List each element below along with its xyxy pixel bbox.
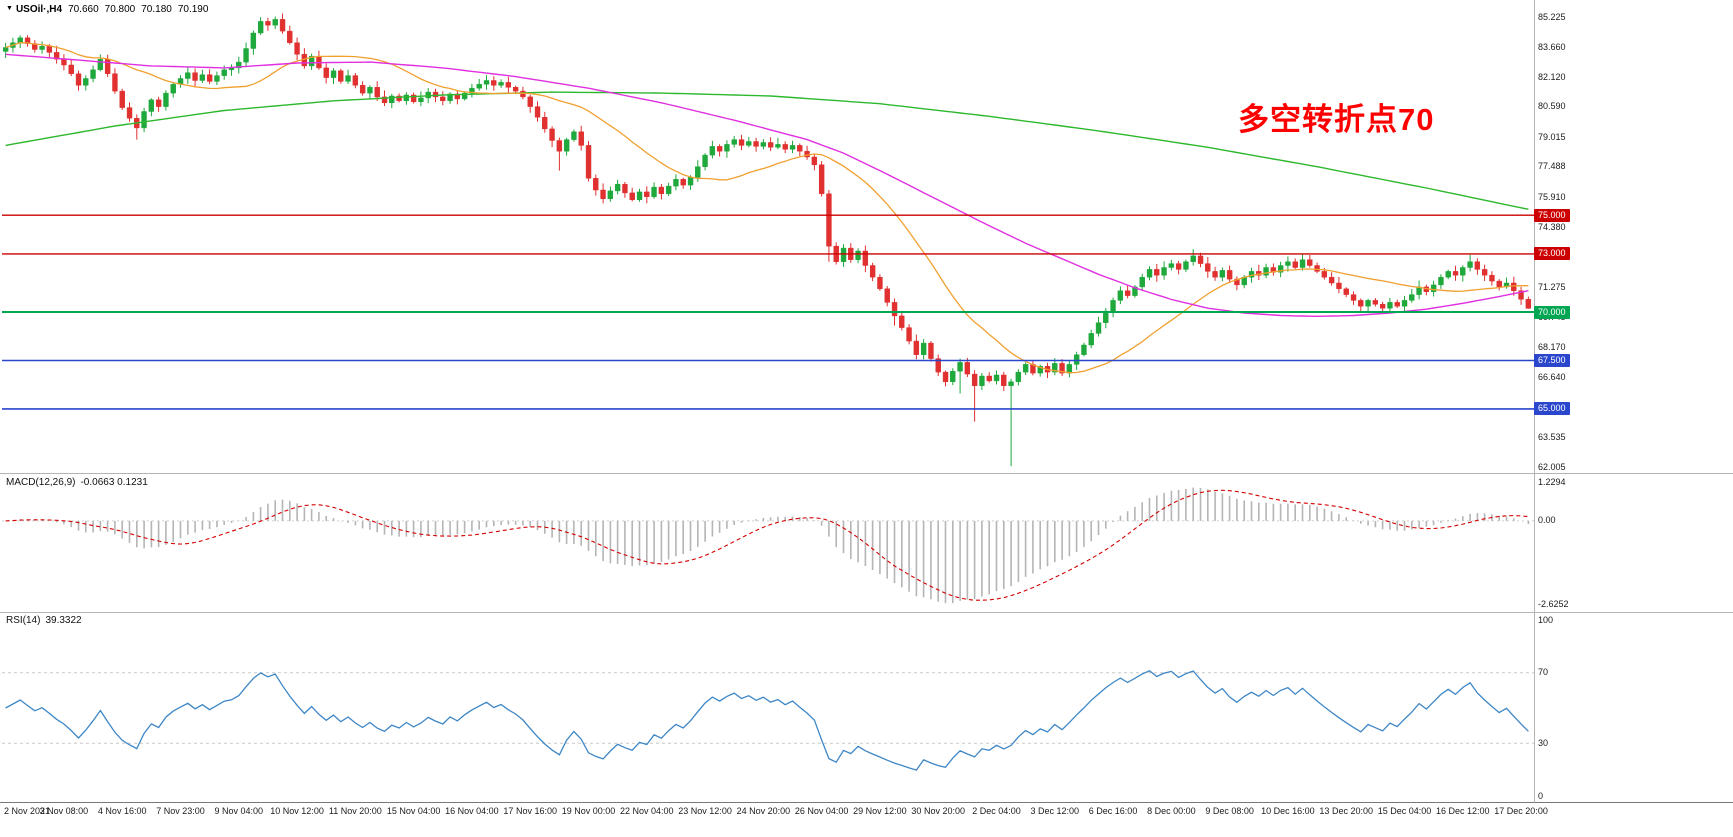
price-close: 70.190 (177, 4, 209, 15)
price-tick-label: 63.535 (1538, 431, 1566, 442)
price-tick-label: 77.488 (1538, 161, 1566, 172)
time-label: 16 Nov 04:00 (445, 806, 499, 816)
macd-label: MACD(12,26,9) -0.0663 0.1231 (6, 477, 148, 488)
price-tick-label: 71.275 (1538, 281, 1566, 292)
price-tick-label: 66.640 (1538, 371, 1566, 382)
time-label: 13 Dec 20:00 (1319, 806, 1373, 816)
time-label: 2 Dec 04:00 (972, 806, 1021, 816)
rsi-tick-label: 70 (1538, 667, 1549, 678)
macd-name: MACD(12,26,9) (6, 477, 76, 488)
rsi-label: RSI(14) 39.3322 (6, 615, 82, 626)
time-label: 4 Nov 16:00 (97, 806, 147, 816)
price-line-badge: 73.000 (1534, 247, 1570, 261)
macd-tick-label: 1.2294 (1538, 476, 1566, 487)
price-line-badge: 65.000 (1534, 402, 1570, 416)
price-line-badge: 70.000 (1534, 305, 1570, 319)
time-label: 9 Nov 04:00 (214, 806, 264, 816)
time-label: 29 Nov 12:00 (853, 806, 907, 816)
chart-info-bar: ▼ USOil·,H4 70.660 70.800 70.180 70.190 (6, 4, 214, 15)
time-label: 15 Dec 04:00 (1377, 806, 1432, 816)
price-tick-label: 80.590 (1538, 101, 1566, 112)
time-label: 17 Nov 16:00 (503, 806, 557, 816)
time-label: 19 Nov 00:00 (561, 806, 616, 816)
rsi-tick-label: 30 (1538, 737, 1549, 748)
time-label: 30 Nov 20:00 (911, 806, 965, 816)
time-label: 10 Dec 16:00 (1261, 806, 1315, 816)
price-tick-label: 75.910 (1538, 192, 1566, 203)
rsi-tick-label: 100 (1538, 614, 1554, 625)
time-label: 24 Nov 20:00 (736, 806, 791, 816)
time-label: 11 Nov 20:00 (328, 806, 382, 816)
rsi-name: RSI(14) (6, 615, 41, 626)
time-label: 26 Nov 04:00 (794, 806, 849, 816)
time-label: 10 Nov 12:00 (270, 806, 324, 816)
price-tick-label: 74.380 (1538, 221, 1566, 232)
price-tick-label: 68.170 (1538, 342, 1566, 353)
chart-menu-icon[interactable]: ▼ (6, 5, 13, 12)
time-label: 9 Dec 08:00 (1205, 806, 1254, 816)
price-high: 70.800 (104, 4, 136, 15)
price-low: 70.180 (141, 4, 172, 15)
time-label: 3 Nov 08:00 (39, 806, 89, 816)
price-line-badge: 75.000 (1534, 208, 1570, 222)
price-tick-label: 82.120 (1538, 71, 1566, 82)
price-tick-label: 62.005 (1538, 461, 1566, 472)
macd-values: -0.0663 0.1231 (80, 477, 148, 488)
time-label: 2 Nov 2021 (4, 806, 51, 816)
price-open: 70.660 (68, 4, 99, 15)
chart-annotation: 多空转折点70 (1238, 102, 1435, 137)
price-tick-label: 85.225 (1538, 11, 1566, 22)
symbol-timeframe: USOil·,H4 (15, 4, 63, 15)
macd-tick-label: 0.00 (1538, 515, 1556, 526)
time-label: 23 Nov 12:00 (678, 806, 732, 816)
rsi-value: 39.3322 (45, 615, 82, 626)
time-label: 3 Dec 12:00 (1030, 806, 1080, 816)
price-line-badge: 67.500 (1534, 354, 1570, 367)
time-label: 6 Dec 16:00 (1088, 806, 1138, 816)
time-label: 17 Dec 20:00 (1494, 806, 1548, 816)
macd-tick-label: -2.6252 (1538, 598, 1569, 609)
time-label: 7 Nov 23:00 (156, 806, 205, 816)
time-label: 22 Nov 04:00 (620, 806, 674, 816)
price-tick-label: 83.660 (1538, 41, 1566, 52)
time-label: 16 Dec 12:00 (1436, 806, 1490, 816)
price-tick-label: 79.015 (1538, 131, 1566, 142)
time-label: 15 Nov 04:00 (386, 806, 441, 816)
rsi-tick-label: 0 (1538, 790, 1544, 801)
time-label: 8 Dec 00:00 (1147, 806, 1196, 816)
